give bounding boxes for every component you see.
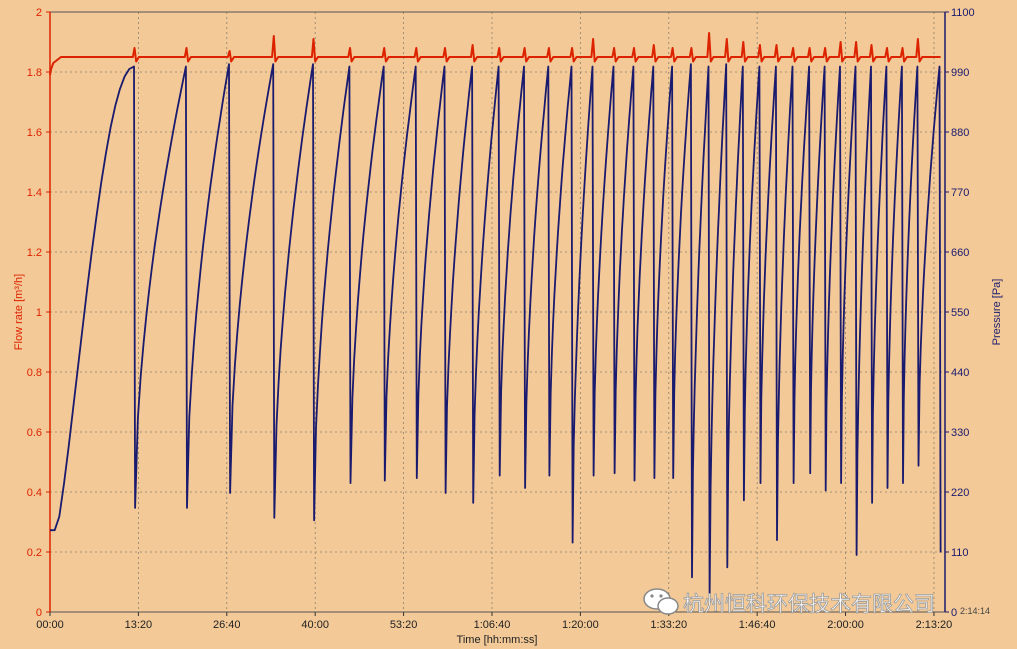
x-tick-label: 2:00:00 <box>827 619 864 631</box>
x-axis-label: Time [hh:mm:ss] <box>457 634 538 646</box>
right-tick-label: 220 <box>951 487 969 499</box>
series-line-flow-rate <box>49 32 941 76</box>
x-tick-label: 1:33:20 <box>650 619 687 631</box>
left-tick-label: 2 <box>36 7 42 19</box>
left-tick-label: 1 <box>36 307 42 319</box>
x-axis-end-label: 2:14:14 <box>960 606 990 616</box>
left-y-axis: 0 0.2 0.4 0.6 0.8 1 1.2 1.4 1.6 1.8 2 <box>27 7 51 619</box>
right-y-axis: 0 110 220 330 440 550 660 770 880 990 1100 <box>944 7 975 619</box>
left-tick-label: 0.4 <box>27 487 42 499</box>
right-tick-label: 660 <box>951 247 969 259</box>
right-tick-label: 330 <box>951 427 969 439</box>
x-tick-label: 00:00 <box>36 619 64 631</box>
right-tick-label: 880 <box>951 127 969 139</box>
left-tick-label: 0.6 <box>27 427 42 439</box>
x-tick-label: 2:13:20 <box>916 619 953 631</box>
wechat-icon <box>643 588 679 615</box>
series-layer <box>49 32 942 598</box>
x-tick-label: 13:20 <box>125 619 153 631</box>
right-axis-label: Pressure [Pa] <box>991 279 1003 346</box>
right-tick-label: 990 <box>951 67 969 79</box>
left-tick-label: 0 <box>36 607 42 619</box>
grid-lines <box>50 12 945 612</box>
right-tick-label: 0 <box>951 607 957 619</box>
left-tick-label: 0.8 <box>27 367 42 379</box>
watermark-text: 杭州恒科环保技术有限公司 <box>683 593 935 616</box>
left-tick-label: 0.2 <box>27 547 42 559</box>
x-tick-label: 1:46:40 <box>739 619 776 631</box>
x-tick-label: 53:20 <box>390 619 418 631</box>
left-tick-label: 1.2 <box>27 247 42 259</box>
left-tick-label: 1.4 <box>27 187 42 199</box>
right-tick-label: 110 <box>951 547 969 559</box>
right-tick-label: 550 <box>951 307 969 319</box>
watermark: 杭州恒科环保技术有限公司 <box>643 588 935 616</box>
x-tick-label: 26:40 <box>213 619 241 631</box>
x-tick-label: 1:06:40 <box>474 619 511 631</box>
series-line-pressure <box>50 63 942 598</box>
right-tick-label: 770 <box>951 187 969 199</box>
x-tick-label: 1:20:00 <box>562 619 599 631</box>
right-tick-label: 1100 <box>951 7 975 19</box>
x-axis: 00:00 13:20 26:40 40:00 53:20 1:06:40 1:20:00 1… <box>36 612 952 631</box>
left-axis-label: Flow rate [m³/h] <box>13 274 25 350</box>
left-tick-label: 1.6 <box>27 127 42 139</box>
right-tick-label: 440 <box>951 367 969 379</box>
x-tick-label: 40:00 <box>301 619 329 631</box>
left-tick-label: 1.8 <box>27 67 42 79</box>
